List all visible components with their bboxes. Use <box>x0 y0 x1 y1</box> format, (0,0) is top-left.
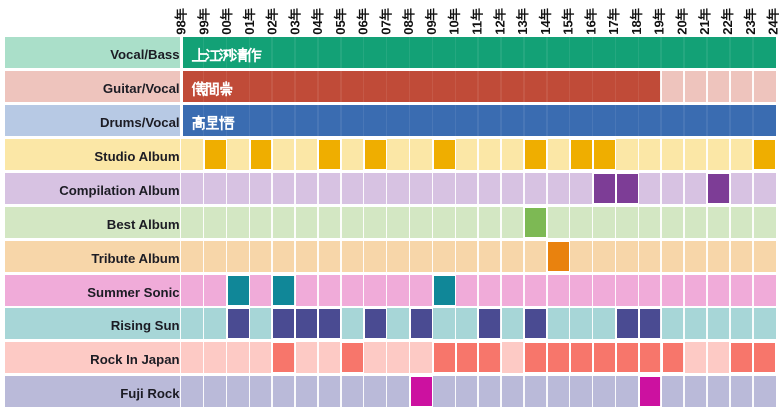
svg-text:03: 03 <box>287 20 302 34</box>
svg-text:17: 17 <box>606 20 621 34</box>
svg-text:12: 12 <box>492 20 507 34</box>
svg-text:06: 06 <box>356 20 371 34</box>
svg-text:08: 08 <box>401 20 416 34</box>
svg-text:10: 10 <box>447 20 462 34</box>
svg-text:24: 24 <box>766 19 781 34</box>
svg-text:04: 04 <box>310 19 325 34</box>
svg-text:11: 11 <box>470 21 485 35</box>
svg-text:07: 07 <box>378 20 393 34</box>
svg-text:01: 01 <box>242 20 257 34</box>
svg-text:13: 13 <box>515 20 530 34</box>
svg-text:23: 23 <box>743 20 758 34</box>
svg-text:00: 00 <box>219 20 234 34</box>
svg-text:98: 98 <box>174 20 189 34</box>
svg-text:21: 21 <box>697 20 712 34</box>
svg-text:22: 22 <box>720 20 735 34</box>
svg-text:09: 09 <box>424 20 439 34</box>
svg-text:99: 99 <box>196 20 211 34</box>
svg-text:19: 19 <box>652 20 667 34</box>
svg-text:15: 15 <box>561 20 576 34</box>
svg-text:20: 20 <box>674 20 689 34</box>
svg-text:05: 05 <box>333 20 348 34</box>
svg-text:16: 16 <box>583 20 598 34</box>
svg-text:18: 18 <box>629 20 644 34</box>
svg-text:02: 02 <box>265 20 280 34</box>
svg-text:14: 14 <box>538 19 553 34</box>
